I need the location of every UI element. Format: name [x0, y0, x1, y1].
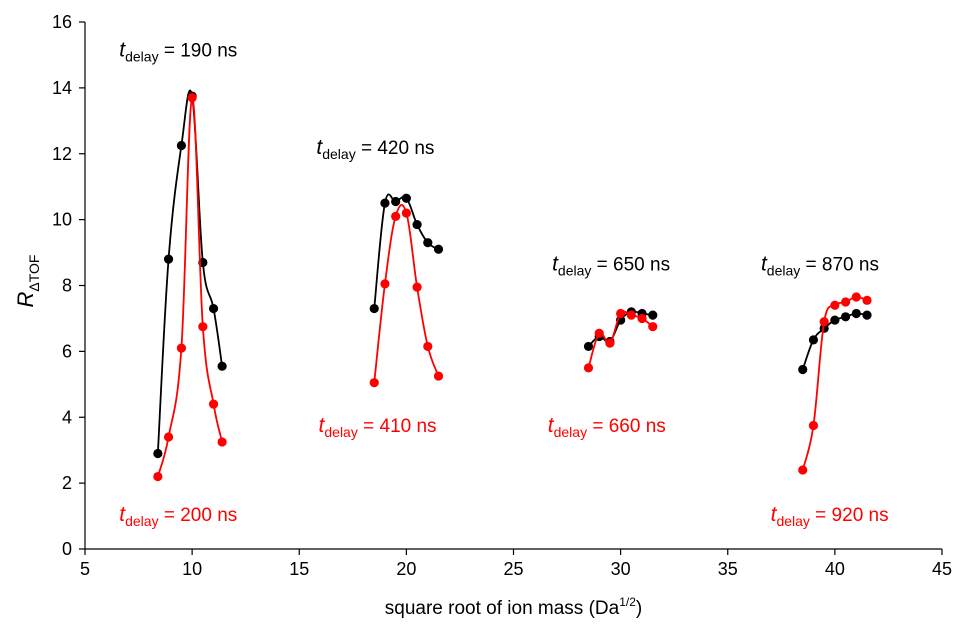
data-point — [380, 198, 390, 208]
data-point — [830, 300, 840, 310]
series-line — [373, 204, 440, 383]
data-point — [433, 244, 444, 254]
data-point — [217, 361, 227, 371]
data-point — [369, 378, 379, 388]
data-point — [369, 303, 379, 314]
y-tick-label: 14 — [52, 78, 72, 98]
annotation-label: tdelay = 200 ns — [119, 503, 237, 529]
annotation-label: tdelay = 650 ns — [552, 253, 670, 279]
data-point — [583, 363, 594, 373]
x-tick-label: 45 — [932, 559, 952, 579]
annotation-label: tdelay = 190 ns — [119, 39, 237, 65]
x-tick-label: 20 — [396, 559, 416, 579]
y-tick-label: 4 — [62, 407, 72, 427]
annotation-label: tdelay = 870 ns — [761, 253, 879, 279]
y-tick-label: 8 — [62, 276, 72, 296]
data-point — [433, 371, 444, 381]
series-red-1 — [153, 93, 227, 482]
data-point — [819, 323, 829, 333]
x-axis-title-sup: 1/2 — [619, 595, 636, 609]
data-point — [423, 341, 433, 352]
x-axis-title: square root of ion mass (Da1/2) — [385, 595, 642, 619]
data-point — [840, 297, 851, 307]
data-point — [648, 310, 658, 320]
y-tick-label: 2 — [62, 473, 72, 493]
data-point — [840, 312, 851, 322]
data-point — [626, 310, 636, 320]
x-tick-label: 15 — [289, 559, 309, 579]
y-tick-label: 12 — [52, 144, 72, 164]
annotation-label: tdelay = 410 ns — [319, 414, 437, 440]
data-point — [830, 315, 840, 325]
data-point — [819, 317, 829, 327]
data-point — [380, 279, 390, 289]
data-point — [217, 437, 227, 447]
data-point — [808, 420, 819, 431]
data-point — [153, 448, 163, 459]
data-point — [423, 238, 433, 248]
data-point — [391, 211, 401, 221]
data-point — [412, 219, 422, 230]
data-point — [605, 338, 615, 348]
y-axis-title-main: R — [13, 292, 38, 308]
series-line — [156, 89, 224, 454]
data-point — [798, 465, 808, 475]
series-layer — [153, 89, 872, 482]
x-tick-label: 40 — [825, 559, 845, 579]
data-point — [208, 399, 219, 409]
data-point — [637, 313, 647, 324]
data-point — [798, 364, 808, 375]
x-tick-label: 30 — [611, 559, 631, 579]
data-point — [208, 303, 219, 314]
data-point — [391, 196, 401, 207]
axes: 5 10 15 20 25 30 35 40 45 0 2 4 6 8 10 12 14 16 — [52, 12, 952, 579]
x-axis-title-main: square root of ion mass (Da — [385, 598, 620, 619]
x-tick-label: 5 — [80, 559, 90, 579]
data-point — [163, 254, 174, 264]
data-point — [851, 292, 861, 302]
x-tick-label: 35 — [718, 559, 738, 579]
data-point — [401, 193, 411, 203]
y-axis-title: RΔTOF — [13, 255, 42, 308]
data-point — [594, 328, 604, 338]
data-point — [616, 308, 626, 319]
data-point — [851, 308, 861, 319]
series-red-3 — [369, 204, 444, 388]
x-axis-title-close: ) — [636, 598, 642, 619]
annotation-label: tdelay = 920 ns — [771, 503, 889, 529]
data-point — [862, 295, 872, 305]
y-tick-label: 6 — [62, 341, 72, 361]
series-black-2 — [369, 193, 444, 314]
data-point — [412, 282, 422, 292]
annotation-layer: tdelay = 190 ns tdelay = 420 ns tdelay = 6… — [119, 39, 888, 529]
y-tick-label: 10 — [52, 210, 72, 230]
data-point — [176, 140, 187, 151]
y-tick-label: 16 — [52, 12, 72, 32]
x-tick-label: 25 — [503, 559, 523, 579]
annotation-label: tdelay = 420 ns — [316, 136, 434, 162]
data-point — [153, 471, 163, 482]
data-point — [198, 322, 208, 332]
series-red-5 — [583, 308, 658, 373]
y-axis-title-sub: ΔTOF — [26, 255, 42, 292]
series-red-7 — [798, 292, 872, 475]
data-point — [583, 341, 594, 352]
data-point — [163, 432, 174, 442]
data-point — [648, 322, 658, 332]
data-point — [176, 343, 187, 353]
x-tick-label: 10 — [182, 559, 202, 579]
data-point — [401, 208, 411, 218]
annotation-label: tdelay = 660 ns — [548, 414, 666, 440]
series-black-6 — [798, 308, 872, 375]
data-point — [187, 93, 197, 103]
data-point — [862, 310, 872, 320]
data-point — [808, 335, 819, 345]
y-tick-label: 0 — [62, 539, 72, 559]
